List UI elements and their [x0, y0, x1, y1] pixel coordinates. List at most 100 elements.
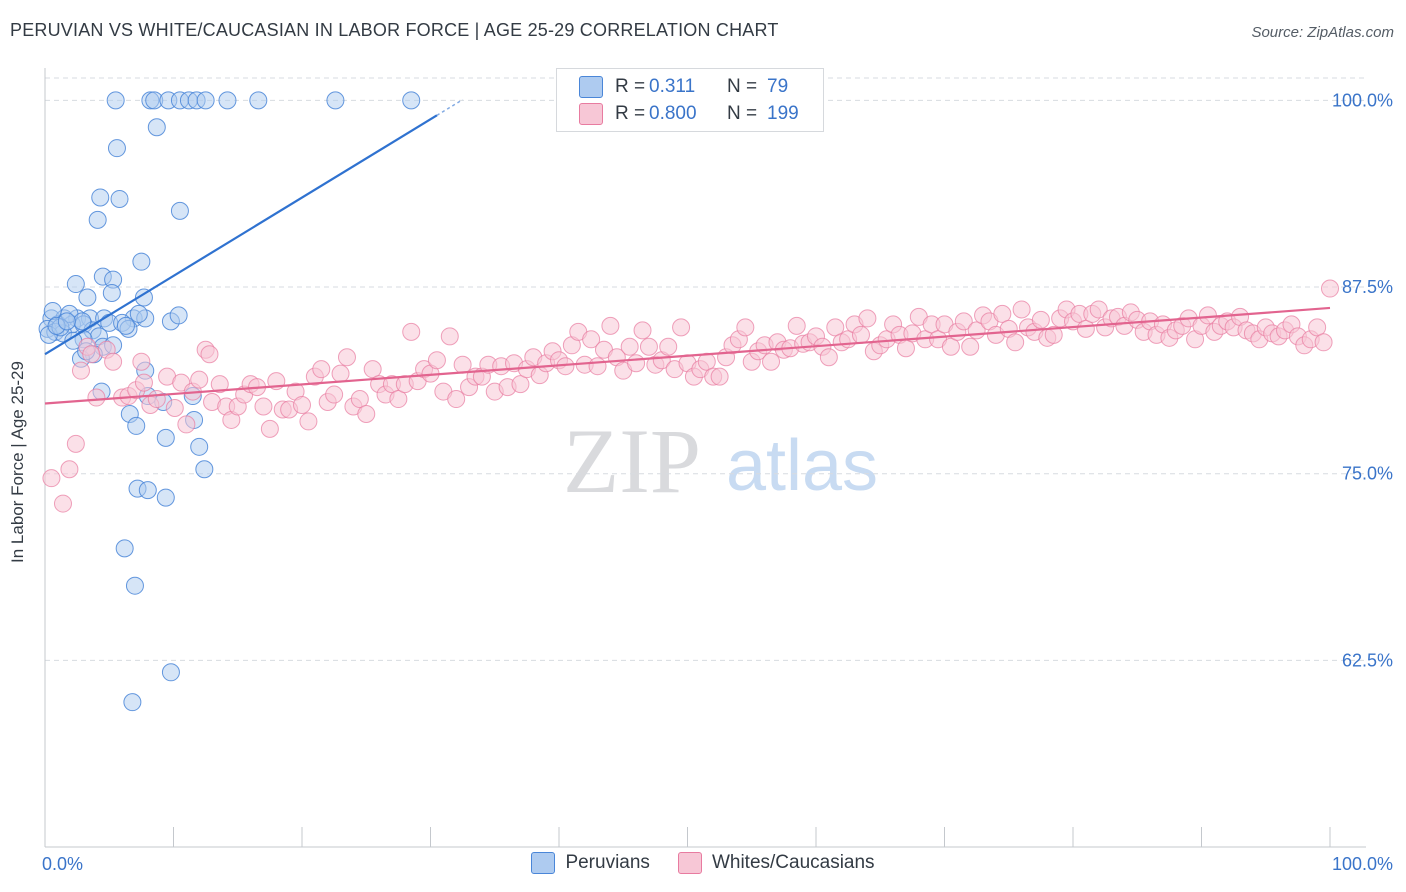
point-peruvians — [106, 91, 125, 110]
x-tick-label-end: 100.0% — [1332, 854, 1393, 874]
tick-labels: 62.5% 75.0% 87.5% 100.0% 0.0% 100.0% — [42, 90, 1393, 874]
y-tick-label: 100.0% — [1332, 90, 1393, 110]
point-peruvians — [402, 91, 421, 110]
legend-r-label: R = — [615, 76, 646, 97]
x-tick-label-start: 0.0% — [42, 854, 83, 874]
point-whites-caucasians — [736, 318, 755, 337]
point-peruvians — [169, 306, 188, 325]
point-whites-caucasians — [82, 345, 101, 364]
point-whites-caucasians — [325, 385, 344, 404]
point-whites-caucasians — [71, 361, 90, 380]
point-peruvians — [138, 481, 157, 500]
point-whites-caucasians — [1006, 333, 1025, 352]
point-peruvians — [195, 460, 214, 479]
point-whites-caucasians — [363, 360, 382, 379]
point-peruvians — [127, 416, 146, 435]
point-peruvians — [88, 210, 107, 229]
point-whites-caucasians — [357, 404, 376, 423]
point-whites-caucasians — [312, 360, 331, 379]
bottom-legend-peruvians: Peruvians — [531, 852, 650, 874]
point-whites-caucasians — [819, 348, 838, 367]
point-peruvians — [218, 91, 237, 110]
point-peruvians — [326, 91, 345, 110]
point-peruvians — [57, 312, 76, 331]
point-whites-caucasians — [60, 460, 79, 479]
trend-lines — [44, 99, 1331, 405]
point-whites-caucasians — [1314, 333, 1333, 352]
bottom-legend-whites: Whites/Caucasians — [677, 852, 875, 874]
point-whites-caucasians — [293, 396, 311, 415]
legend-swatch-blue — [579, 76, 603, 98]
point-whites-caucasians — [659, 337, 678, 356]
point-whites-caucasians — [331, 364, 350, 383]
bottom-legend-swatch-pink — [677, 852, 702, 874]
legend-row-peruvians: R = 0.311 N = 79 — [579, 75, 807, 99]
point-peruvians — [91, 188, 110, 207]
point-whites-caucasians — [132, 352, 151, 371]
point-peruvians — [170, 201, 189, 220]
trend-line-whites-caucasians — [44, 306, 1331, 405]
point-whites-caucasians — [389, 390, 408, 409]
point-whites-caucasians — [601, 316, 620, 335]
point-whites-caucasians — [993, 304, 1012, 323]
legend-row-whites: R = 0.800 N = 199 — [579, 102, 807, 126]
point-whites-caucasians — [42, 469, 61, 488]
bottom-legend: Peruvians Whites/Caucasians — [0, 852, 1406, 874]
point-peruvians — [156, 428, 175, 447]
watermark-atlas: atlas — [726, 426, 878, 506]
point-whites-caucasians — [858, 309, 877, 328]
point-whites-caucasians — [1012, 300, 1031, 319]
legend-n-value: 199 — [767, 103, 799, 124]
point-whites-caucasians — [672, 318, 691, 337]
point-peruvians — [249, 91, 268, 110]
point-whites-caucasians — [104, 352, 123, 371]
point-whites-caucasians — [177, 415, 196, 434]
legend-swatch-pink — [579, 103, 603, 125]
bottom-legend-label: Peruvians — [565, 852, 650, 873]
point-peruvians — [107, 139, 126, 158]
axes — [44, 68, 1366, 848]
legend-n-value: 79 — [767, 76, 789, 97]
point-whites-caucasians — [511, 375, 530, 394]
point-peruvians — [190, 437, 209, 456]
point-whites-caucasians — [582, 330, 601, 349]
point-peruvians — [132, 252, 151, 271]
point-whites-caucasians — [350, 390, 369, 409]
point-peruvians — [116, 316, 135, 335]
legend-n-label: N = — [727, 103, 758, 124]
point-peruvians — [102, 284, 121, 303]
point-whites-caucasians — [1321, 279, 1339, 298]
point-peruvians — [66, 275, 85, 294]
trend-line-peruvians — [44, 114, 438, 356]
point-peruvians — [43, 301, 62, 320]
point-whites-caucasians — [254, 397, 273, 416]
source-label: Source: ZipAtlas.com — [1251, 24, 1394, 41]
point-whites-caucasians — [53, 494, 72, 513]
trend-line-peruvians-extension — [436, 99, 464, 116]
point-whites-caucasians — [588, 357, 607, 376]
y-tick-label: 75.0% — [1342, 464, 1393, 484]
point-whites-caucasians — [453, 355, 472, 374]
point-whites-caucasians — [961, 337, 980, 356]
point-whites-caucasians — [260, 419, 279, 438]
y-axis-label: In Labor Force | Age 25-29 — [8, 361, 27, 563]
point-peruvians — [78, 288, 97, 307]
watermark-zip: ZIP — [563, 410, 701, 512]
point-whites-caucasians — [447, 390, 466, 409]
point-peruvians — [196, 91, 215, 110]
point-peruvians — [123, 693, 142, 712]
point-whites-caucasians — [787, 316, 806, 335]
point-whites-caucasians — [639, 337, 658, 356]
point-whites-caucasians — [440, 327, 459, 346]
point-whites-caucasians — [1031, 310, 1050, 329]
point-peruvians — [161, 663, 180, 682]
point-peruvians — [156, 488, 175, 507]
point-peruvians — [115, 539, 134, 558]
point-peruvians — [110, 189, 129, 208]
legend-r-value: 0.311 — [649, 76, 696, 97]
point-whites-caucasians — [299, 412, 318, 431]
point-whites-caucasians — [66, 434, 85, 453]
point-whites-caucasians — [165, 398, 184, 417]
y-tick-label: 87.5% — [1342, 277, 1393, 297]
